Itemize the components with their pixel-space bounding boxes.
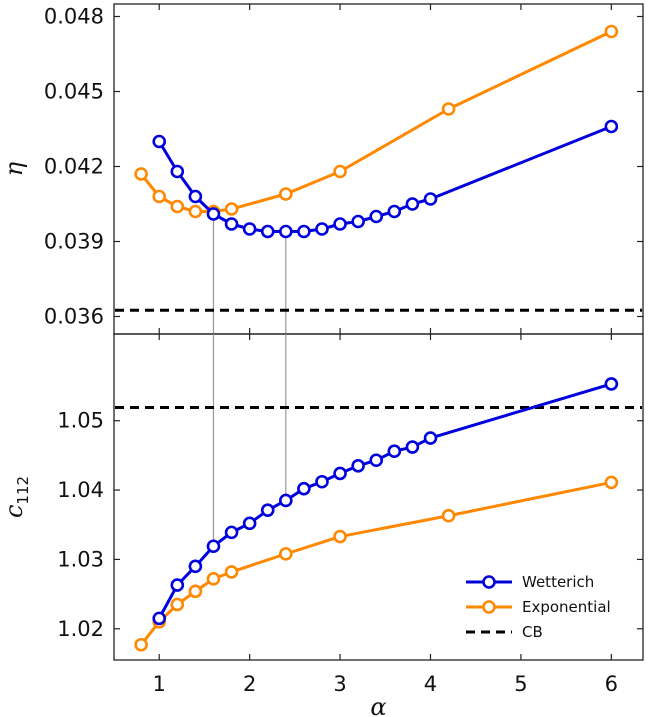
data-point-wetterich xyxy=(423,431,438,445)
data-point-wetterich xyxy=(260,503,275,517)
x-axis-label: α xyxy=(370,693,386,717)
data-point-exponential xyxy=(441,508,456,523)
x-tick-label: 5 xyxy=(514,672,527,696)
x-tick-label: 3 xyxy=(333,672,346,696)
x-tick-label: 2 xyxy=(243,672,256,696)
panel-top-eta: 0.036 0.039 0.042 0.045 0.048 η xyxy=(0,3,644,335)
data-point-wetterich xyxy=(333,466,347,481)
data-point-exponential xyxy=(604,24,619,39)
data-point-wetterich xyxy=(387,204,402,219)
legend-marker-exponential xyxy=(482,600,496,614)
panel-bottom-c112: 1.02 1.03 1.04 1.05 1 2 3 4 5 6 c112 α xyxy=(0,333,644,717)
data-point-wetterich xyxy=(405,197,420,211)
x-tick-label: 6 xyxy=(605,672,618,696)
y-tick-label: 1.03 xyxy=(57,547,104,571)
data-point-wetterich xyxy=(152,134,167,149)
data-point-wetterich xyxy=(604,119,619,134)
data-point-exponential xyxy=(279,547,293,561)
data-point-wetterich xyxy=(423,192,438,206)
data-point-exponential xyxy=(333,529,347,544)
data-point-wetterich xyxy=(170,578,185,592)
y-tick-label: 1.02 xyxy=(57,617,104,641)
y-tick-label: 0.036 xyxy=(44,305,104,329)
data-point-wetterich xyxy=(242,222,257,236)
y-tick-label: 1.05 xyxy=(57,409,104,433)
data-point-wetterich xyxy=(369,209,384,224)
data-point-exponential xyxy=(170,199,185,214)
data-point-wetterich xyxy=(315,222,329,236)
data-point-wetterich xyxy=(260,224,275,239)
data-point-wetterich xyxy=(369,453,384,468)
y-tick-label: 0.042 xyxy=(44,155,104,179)
data-point-wetterich xyxy=(224,525,239,540)
data-point-exponential xyxy=(188,584,203,599)
y-tick-label: 0.048 xyxy=(44,5,104,29)
data-point-wetterich xyxy=(279,493,293,508)
data-point-wetterich xyxy=(188,189,203,204)
data-point-exponential xyxy=(152,189,167,204)
data-point-wetterich xyxy=(152,611,167,626)
series-line-wetterich xyxy=(157,125,612,233)
plot-frame xyxy=(113,333,644,661)
data-point-wetterich xyxy=(387,444,402,459)
y-axis-label: η xyxy=(0,161,28,176)
data-point-wetterich xyxy=(170,164,185,179)
data-point-exponential xyxy=(279,187,293,201)
data-point-exponential xyxy=(134,637,148,652)
data-point-wetterich xyxy=(279,224,293,239)
data-point-wetterich xyxy=(206,539,221,554)
y-tick-label: 0.039 xyxy=(44,230,104,254)
y-axis-label: c112 xyxy=(0,476,32,518)
data-point-wetterich xyxy=(405,440,420,454)
x-tick-label: 1 xyxy=(153,672,166,696)
legend-label-wetterich: Wetterich xyxy=(522,573,594,591)
data-point-wetterich xyxy=(297,224,311,239)
series-line-exponential xyxy=(139,480,612,646)
legend: Wetterich Exponential CB xyxy=(466,573,611,641)
legend-label-exponential: Exponential xyxy=(522,598,611,616)
x-tick-label: 4 xyxy=(424,672,437,696)
legend-marker-wetterich xyxy=(482,575,496,589)
y-axis-label-subscript: 112 xyxy=(14,476,32,505)
data-point-wetterich xyxy=(206,207,221,221)
series-line-exponential xyxy=(139,30,612,213)
data-point-exponential xyxy=(224,202,239,216)
y-tick-label: 0.045 xyxy=(44,80,104,104)
data-point-wetterich xyxy=(188,559,203,574)
data-point-exponential xyxy=(206,572,221,586)
data-point-wetterich xyxy=(315,474,329,489)
data-point-wetterich xyxy=(351,214,365,229)
data-point-exponential xyxy=(441,102,456,116)
data-point-exponential xyxy=(604,475,619,490)
legend-label-cb: CB xyxy=(522,623,543,641)
data-point-wetterich xyxy=(224,217,239,231)
data-point-exponential xyxy=(134,167,148,181)
data-point-wetterich xyxy=(604,377,619,391)
data-point-exponential xyxy=(333,164,347,179)
data-point-exponential xyxy=(188,204,203,219)
data-point-wetterich xyxy=(297,481,311,496)
data-point-exponential xyxy=(224,565,239,579)
data-point-wetterich xyxy=(242,516,257,531)
y-tick-label: 1.04 xyxy=(57,478,104,502)
data-point-wetterich xyxy=(351,458,365,473)
data-point-exponential xyxy=(170,597,185,612)
data-point-wetterich xyxy=(333,217,347,231)
